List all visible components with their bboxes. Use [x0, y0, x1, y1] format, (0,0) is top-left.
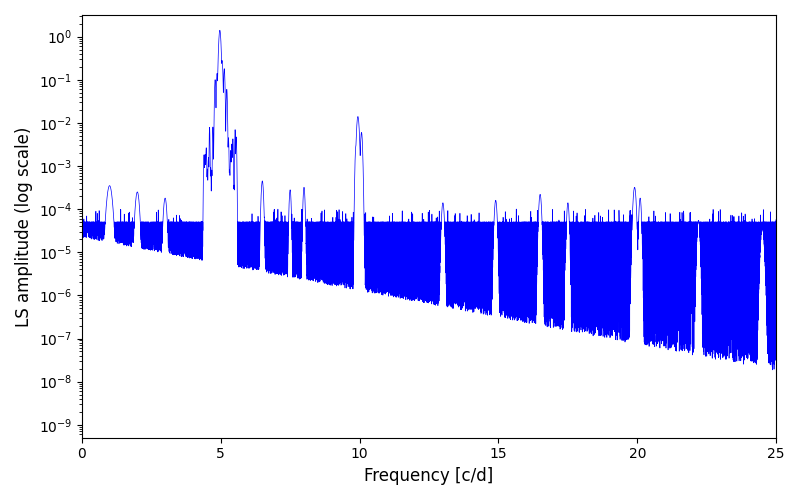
Y-axis label: LS amplitude (log scale): LS amplitude (log scale) — [15, 126, 33, 326]
X-axis label: Frequency [c/d]: Frequency [c/d] — [364, 467, 494, 485]
